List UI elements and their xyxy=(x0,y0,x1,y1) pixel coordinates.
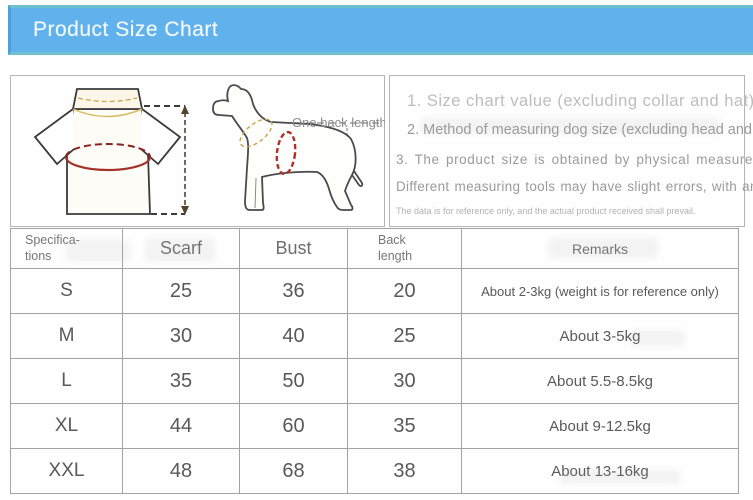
back-length-cell: 20 xyxy=(347,268,462,314)
table-row-l: L 35 50 30 About 5.5-8.5kg xyxy=(10,358,739,404)
header-scarf: Scarf xyxy=(122,228,240,269)
scarf-cell: 48 xyxy=(122,448,240,494)
measurement-diagram-panel: One back length xyxy=(10,75,385,227)
remarks-cell: About 3-5kg xyxy=(461,313,739,359)
scarf-cell: 25 xyxy=(122,268,240,314)
table-header-row: Specifica- tions Scarf Bust Back length … xyxy=(10,228,739,269)
table-row-m: M 30 40 25 About 3-5kg xyxy=(10,313,739,359)
size-cell: XL xyxy=(10,403,123,449)
scarf-cell: 30 xyxy=(122,313,240,359)
dog-diagram-icon: One back length xyxy=(212,84,385,211)
header-specifications: Specifica- tions xyxy=(10,228,123,269)
note-measuring-method: 2. Method of measuring dog size (excludi… xyxy=(407,122,753,138)
back-length-cell: 35 xyxy=(347,403,462,449)
size-cell: M xyxy=(10,313,123,359)
note-physical-measurement: 3. The product size is obtained by physi… xyxy=(396,152,753,167)
back-length-cell: 25 xyxy=(347,313,462,359)
header-back-length: Back length xyxy=(347,228,462,269)
bust-cell: 36 xyxy=(239,268,348,314)
back-length-label: One back length xyxy=(292,115,385,130)
note-reference-disclaimer: The data is for reference only, and the … xyxy=(396,206,696,216)
back-length-cell: 30 xyxy=(347,358,462,404)
table-row-s: S 25 36 20 About 2-3kg (weight is for re… xyxy=(10,268,739,314)
scarf-cell: 44 xyxy=(122,403,240,449)
remarks-cell: About 13-16kg xyxy=(461,448,739,494)
remarks-cell: About 2-3kg (weight is for reference onl… xyxy=(461,268,739,314)
size-cell: XXL xyxy=(10,448,123,494)
header-remarks: Remarks xyxy=(461,228,739,269)
remarks-cell: About 9-12.5kg xyxy=(461,403,739,449)
size-cell: L xyxy=(10,358,123,404)
header-specifications-line1: Specifica- xyxy=(25,232,80,247)
bust-cell: 68 xyxy=(239,448,348,494)
header-back-line1: Back xyxy=(378,232,406,247)
table-row-xl: XL 44 60 35 About 9-12.5kg xyxy=(10,403,739,449)
header-bust: Bust xyxy=(239,228,348,269)
size-chart-table: Specifica- tions Scarf Bust Back length … xyxy=(10,228,739,494)
bust-cell: 60 xyxy=(239,403,348,449)
title-banner: Product Size Chart xyxy=(8,5,753,55)
note-error-range: Different measuring tools may have sligh… xyxy=(396,179,753,194)
bust-cell: 40 xyxy=(239,313,348,359)
size-cell: S xyxy=(10,268,123,314)
remarks-cell: About 5.5-8.5kg xyxy=(461,358,739,404)
header-specifications-line2: tions xyxy=(25,248,52,263)
sizing-notes-panel: 1. Size chart value (excluding collar an… xyxy=(389,75,753,227)
garment-diagram-icon xyxy=(33,88,189,215)
table-row-xxl: XXL 48 68 38 About 13-16kg xyxy=(10,448,739,494)
page-title: Product Size Chart xyxy=(33,18,219,41)
note-size-chart-value: 1. Size chart value (excluding collar an… xyxy=(407,92,753,110)
back-length-cell: 38 xyxy=(347,448,462,494)
scarf-cell: 35 xyxy=(122,358,240,404)
header-back-line2: length xyxy=(378,248,413,263)
bust-cell: 50 xyxy=(239,358,348,404)
